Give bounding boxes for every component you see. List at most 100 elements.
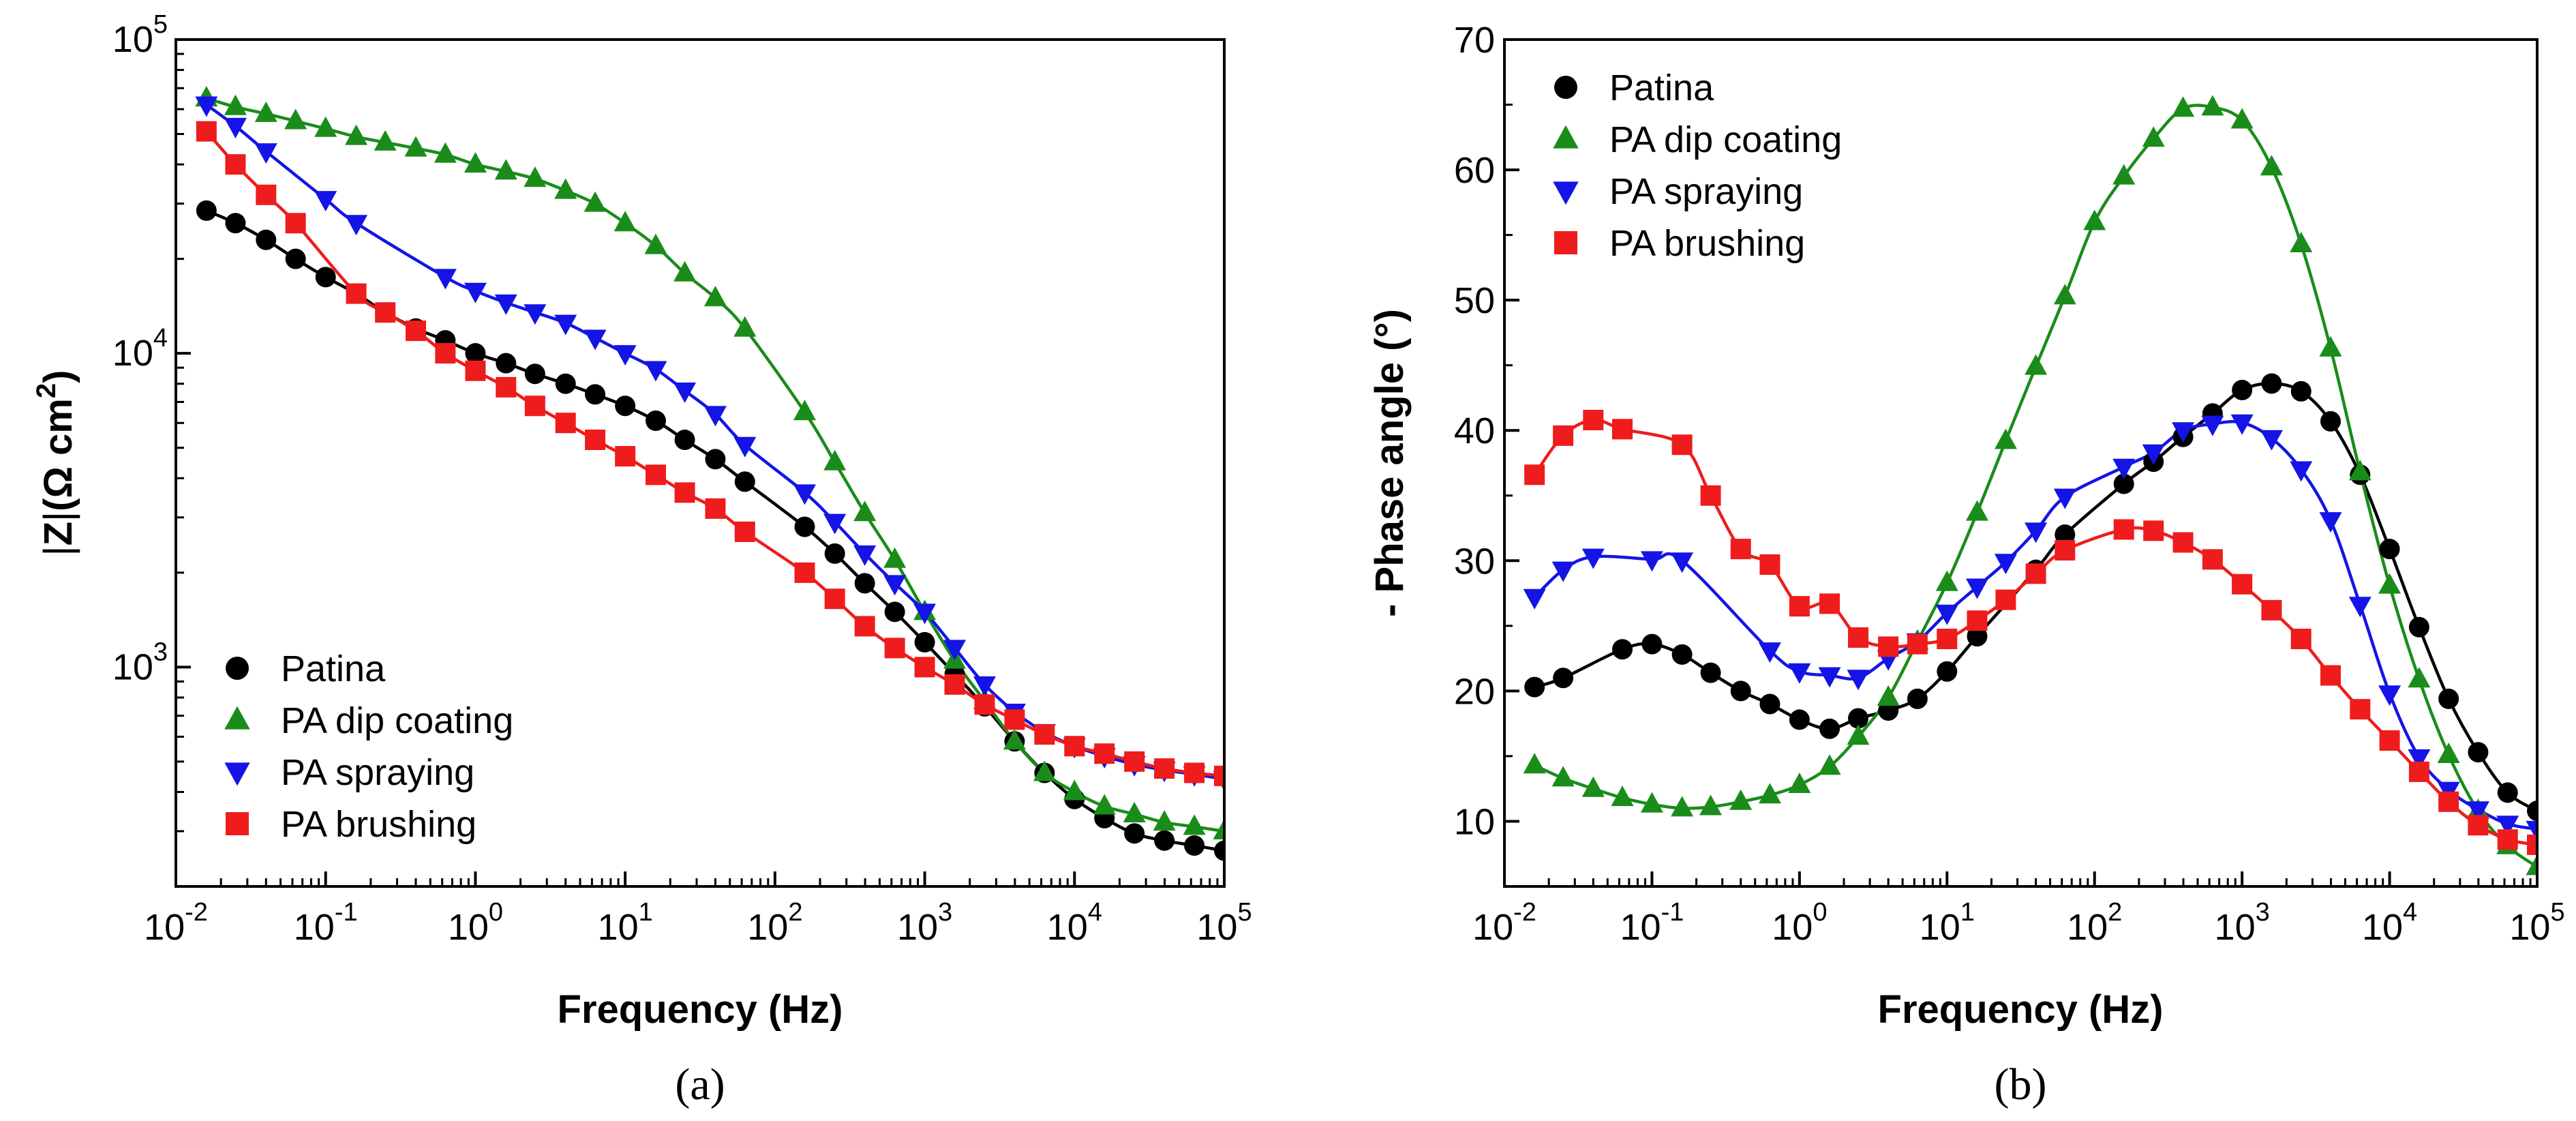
a-x-tick-label: 104 (1047, 898, 1102, 948)
a-x-tick-label: 103 (897, 898, 952, 948)
a-data-point-dip (345, 124, 368, 145)
b-data-point-patina (1524, 676, 1545, 698)
b-x-tick-label: 101 (1920, 898, 1975, 948)
b-data-point-patina (1759, 693, 1781, 715)
a-data-point-brush (1004, 709, 1025, 730)
a-data-point-spray (314, 191, 337, 212)
b-data-point-dip (1758, 783, 1781, 804)
b-data-point-patina (1967, 626, 1988, 647)
b-data-point-brush (2113, 519, 2134, 540)
panel-a: 10-2 10-1 100 101 102 103 104 105 103 104 105 Fre… (31, 10, 1252, 1109)
b-data-point-spray (2408, 749, 2431, 770)
panel-a-y-axis-label-exp: 2 (31, 383, 61, 398)
b-data-point-dip (1788, 772, 1811, 793)
b-data-point-dip (2290, 231, 2313, 252)
b-data-point-patina (1641, 633, 1663, 655)
panel-a-y-axis-label: |Z|(Ω cm2) (31, 370, 80, 556)
panel-b-y-tick-labels: 10 20 30 40 50 60 70 (1454, 20, 1495, 842)
a-data-point-patina (555, 373, 576, 394)
panel-b-caption: (b) (1995, 1060, 2047, 1109)
panel-b-series-lines (1533, 104, 2537, 869)
a-data-point-spray (613, 345, 637, 366)
b-y-tick-label: 10 (1454, 801, 1495, 842)
b-data-point-patina (2232, 379, 2253, 400)
a-data-point-brush (496, 376, 517, 398)
a-data-point-brush (974, 694, 995, 715)
b-x-tick-label: 100 (1772, 898, 1827, 948)
panel-a-y-axis-label-z: Z (36, 522, 80, 545)
b-data-point-dip (2437, 743, 2460, 764)
a-data-point-brush (524, 395, 545, 417)
b-series-line-dip (1534, 104, 2537, 869)
a-data-point-dip (254, 101, 277, 122)
panel-a-x-axis-label: Frequency (Hz) (558, 987, 843, 1032)
a-data-point-dip (793, 400, 817, 421)
b-legend-marker-spray (1553, 181, 1579, 205)
b-data-point-brush (2497, 829, 2518, 850)
b-data-point-dip (1994, 428, 2017, 449)
b-y-tick-label: 40 (1454, 410, 1495, 451)
b-data-point-brush (2261, 599, 2282, 621)
a-data-point-patina (884, 601, 905, 623)
b-data-point-brush (1612, 419, 1633, 440)
b-data-point-patina (2290, 380, 2312, 402)
b-data-point-spray (1818, 667, 1841, 688)
b-y-tick-label: 70 (1454, 20, 1495, 61)
a-data-point-brush (285, 213, 306, 234)
b-data-point-brush (2025, 563, 2046, 584)
b-data-point-brush (2320, 665, 2341, 686)
a-y-tick-label: 104 (112, 324, 168, 374)
a-data-point-brush (674, 482, 695, 503)
a-legend-marker-brush (226, 812, 249, 835)
b-data-point-brush (2143, 520, 2164, 541)
a-data-point-dip (613, 211, 637, 232)
b-y-tick-label: 50 (1454, 280, 1495, 321)
b-data-point-dip (1640, 792, 1663, 813)
a-data-point-patina (496, 353, 517, 374)
b-data-point-spray (1758, 642, 1781, 663)
a-data-point-dip (284, 108, 307, 130)
b-data-point-brush (1967, 610, 1988, 631)
a-data-point-patina (854, 573, 875, 594)
a-data-point-patina (256, 229, 277, 250)
a-data-point-brush (1064, 736, 1085, 757)
a-y-tick-label: 103 (112, 638, 168, 687)
a-data-point-brush (1154, 758, 1175, 779)
a-data-point-spray (434, 269, 457, 290)
b-data-point-dip (2083, 209, 2106, 230)
a-data-point-brush (944, 674, 965, 695)
a-data-point-dip (554, 178, 577, 199)
b-data-point-spray (1965, 578, 1988, 599)
panel-a-markers (195, 86, 1224, 861)
a-data-point-patina (1214, 840, 1224, 861)
b-legend-label-dip: PA dip coating (1609, 119, 1842, 160)
a-data-point-brush (1214, 765, 1224, 786)
b-data-point-dip (2378, 573, 2401, 594)
b-data-point-spray (2260, 430, 2283, 451)
a-data-point-brush (705, 498, 726, 519)
b-data-point-patina (2261, 373, 2282, 394)
a-data-point-dip (673, 260, 697, 282)
b-data-point-patina (1700, 662, 1721, 683)
a-data-point-patina (674, 430, 695, 451)
b-y-tick-label: 20 (1454, 671, 1495, 712)
a-data-point-spray (793, 484, 817, 505)
b-data-point-patina (1819, 718, 1840, 739)
b-data-point-brush (1700, 485, 1721, 506)
a-data-point-spray (644, 361, 667, 382)
b-x-tick-label: 104 (2362, 898, 2417, 948)
a-data-point-dip (1093, 794, 1116, 815)
panel-b-plot-frame (1503, 38, 2539, 888)
panel-a-plot-frame (175, 38, 1226, 888)
a-data-point-dip (404, 136, 427, 157)
a-legend-label-spray: PA spraying (281, 752, 474, 793)
a-data-point-patina (196, 200, 217, 221)
a-x-tick-label: 102 (747, 898, 802, 948)
b-data-point-patina (2113, 473, 2134, 494)
b-x-tick-label: 105 (2509, 898, 2564, 948)
a-data-point-brush (405, 320, 426, 342)
a-data-point-patina (285, 248, 306, 269)
a-data-point-spray (973, 676, 996, 697)
b-data-point-dip (1818, 754, 1841, 775)
panel-b: 10-2 10-1 100 101 102 103 104 105 10 20 30 40 50 60 7… (1367, 20, 2565, 1109)
